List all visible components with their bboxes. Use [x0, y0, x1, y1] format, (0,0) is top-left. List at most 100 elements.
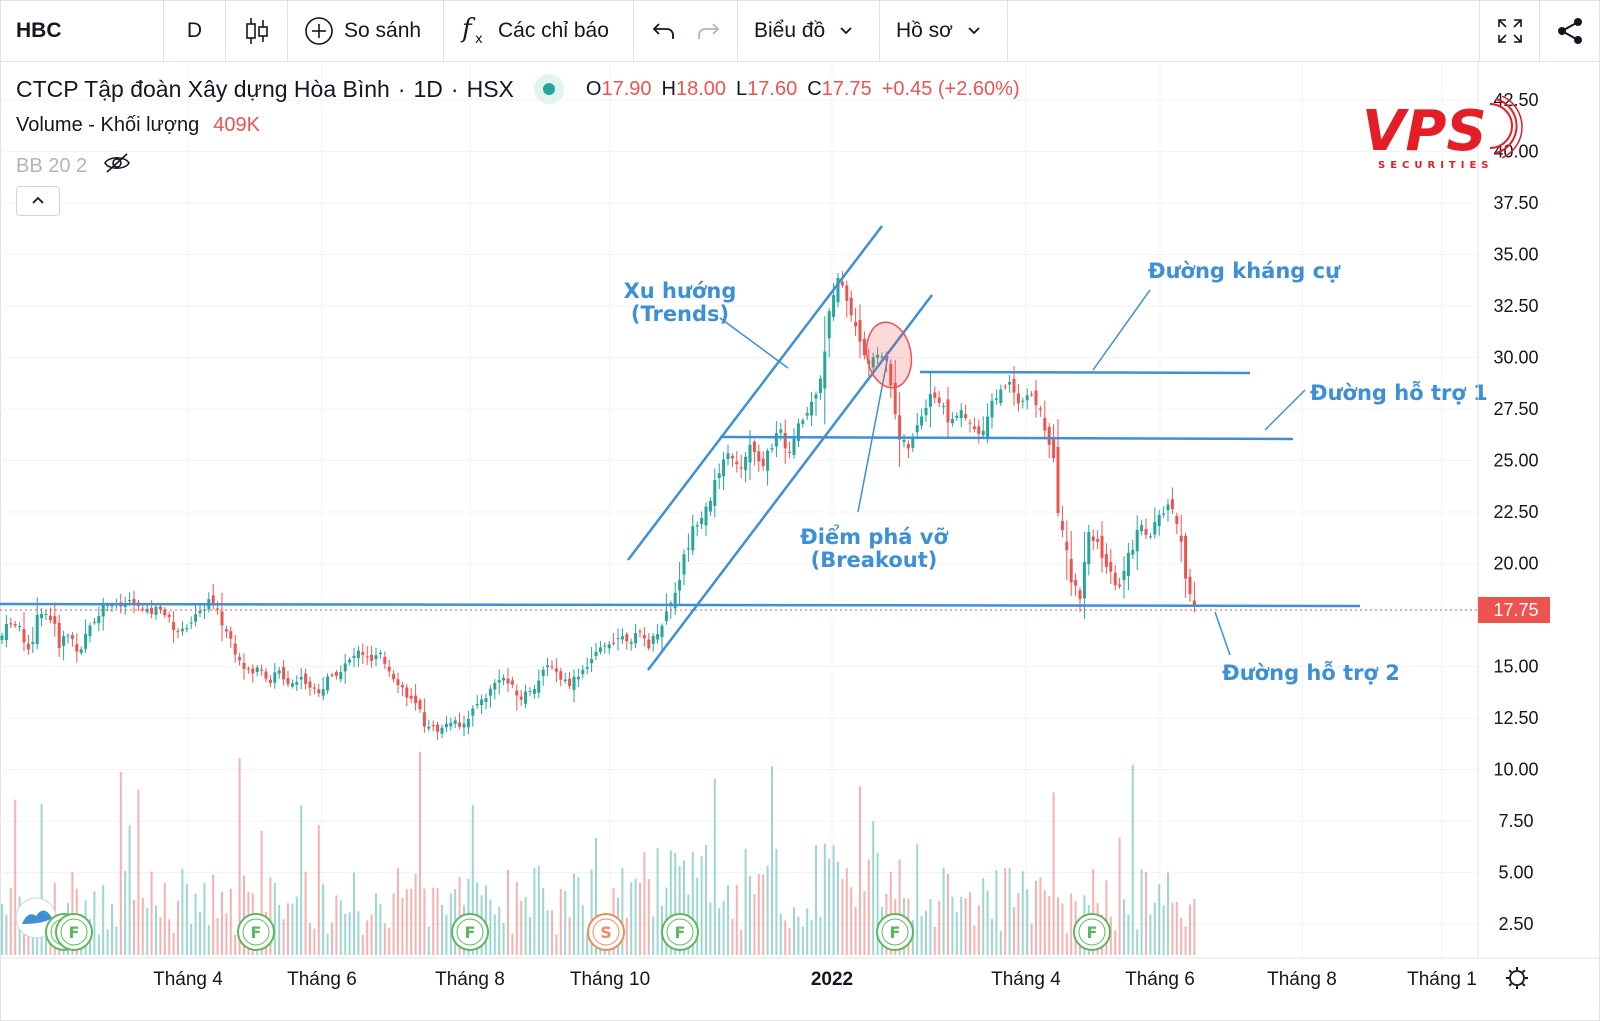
volume-bar: [639, 883, 641, 955]
volume-bar: [1030, 923, 1033, 955]
event-marker[interactable]: F: [55, 913, 93, 951]
volume-bar: [595, 838, 597, 955]
event-label: F: [890, 923, 901, 942]
volume-bar: [678, 866, 681, 955]
volume-bar: [828, 858, 831, 955]
candle-body: [484, 698, 488, 702]
market-status-icon[interactable]: [533, 74, 564, 104]
candle-body: [642, 635, 646, 639]
candle-body: [220, 611, 224, 626]
event-marker[interactable]: F: [1073, 913, 1111, 951]
candle-body: [634, 633, 638, 644]
candle-body: [1153, 522, 1157, 535]
volume-bar: [1158, 884, 1161, 955]
undo-icon[interactable]: [651, 20, 677, 42]
fullscreen-button[interactable]: [1480, 0, 1540, 62]
event-label: F: [251, 923, 262, 942]
volume-bar: [555, 934, 558, 955]
volume-bar: [713, 778, 716, 955]
candle-body: [933, 392, 937, 398]
event-marker[interactable]: F: [451, 913, 489, 951]
candle-body: [40, 613, 44, 619]
volume-bar: [735, 884, 738, 955]
volume-bar: [326, 934, 329, 955]
volume-bar: [133, 899, 135, 955]
candle-body: [704, 506, 708, 526]
candle-body: [1188, 576, 1192, 595]
candle-body: [968, 422, 972, 424]
volume-bar: [1070, 893, 1073, 955]
candle-body: [550, 666, 554, 668]
volume-bar: [669, 850, 672, 955]
chart-menu-button[interactable]: Biểu đồ: [738, 0, 880, 62]
price-tick-label: 2.50: [1498, 914, 1533, 934]
profile-menu-button[interactable]: Hồ sơ: [880, 0, 1008, 62]
price-tick-label: 15.00: [1493, 657, 1538, 677]
candle-body: [440, 727, 444, 734]
share-button[interactable]: [1540, 0, 1600, 62]
volume-bar: [1061, 903, 1064, 955]
candle-body: [506, 678, 510, 684]
trend-line: [647, 294, 933, 671]
volume-bar: [1189, 904, 1191, 955]
volume-bar: [766, 865, 769, 955]
candle-body: [229, 631, 233, 639]
candle-body: [453, 720, 457, 724]
candle-body: [198, 610, 202, 614]
volume-bar: [898, 859, 901, 955]
volume-bar: [656, 847, 659, 955]
candle-body: [664, 611, 668, 621]
volume-bar: [1043, 890, 1046, 955]
volume-bar: [489, 899, 492, 955]
svg-text:x: x: [475, 32, 483, 47]
candle-body: [1038, 408, 1042, 410]
trend-line: [919, 370, 1251, 375]
plus-circle-icon: [304, 16, 334, 46]
volume-bar: [194, 894, 197, 955]
volume-bar: [1114, 930, 1117, 955]
volume-bar: [859, 786, 861, 955]
candle-body: [1166, 504, 1170, 511]
event-marker[interactable]: S: [587, 913, 625, 951]
volume-bar: [502, 922, 505, 955]
candle-body: [53, 616, 57, 624]
volume-bar: [634, 878, 637, 955]
collapse-legend-button[interactable]: [16, 186, 60, 216]
redo-icon[interactable]: [695, 20, 721, 42]
event-marker[interactable]: F: [237, 913, 275, 951]
volume-bar: [392, 893, 395, 955]
candle-body: [1034, 390, 1038, 406]
candle-body: [559, 671, 563, 680]
event-marker[interactable]: F: [876, 913, 914, 951]
volume-bar: [348, 912, 351, 955]
eye-hidden-icon[interactable]: [103, 152, 131, 180]
candle-body: [928, 394, 932, 407]
candle-body: [964, 414, 968, 419]
company-name: CTCP Tập đoàn Xây dựng Hòa Bình: [16, 75, 390, 102]
candle-body: [937, 397, 941, 403]
trend-line: [627, 225, 883, 561]
candle-body: [145, 608, 149, 612]
compare-button[interactable]: So sánh: [288, 0, 444, 62]
candle-body: [524, 691, 528, 704]
volume-bar: [458, 877, 461, 955]
chart-type-button[interactable]: [226, 0, 288, 62]
volume-bar: [511, 933, 514, 955]
candle-body: [1091, 536, 1095, 541]
candle-body: [1192, 600, 1196, 606]
volume-bar: [163, 883, 166, 955]
candle-body: [180, 628, 184, 632]
interval-button[interactable]: D: [164, 0, 226, 62]
symbol-search-button[interactable]: HBC: [0, 0, 164, 62]
candle-body: [955, 415, 959, 418]
volume-bar: [590, 869, 593, 955]
candles: [0, 271, 1196, 741]
candle-body: [783, 432, 787, 449]
candle-body: [1162, 513, 1166, 515]
event-marker[interactable]: F: [661, 913, 699, 951]
ohlc-open: 17.90: [601, 77, 652, 100]
symbol-label: HBC: [16, 18, 62, 42]
candle-body: [541, 669, 545, 676]
